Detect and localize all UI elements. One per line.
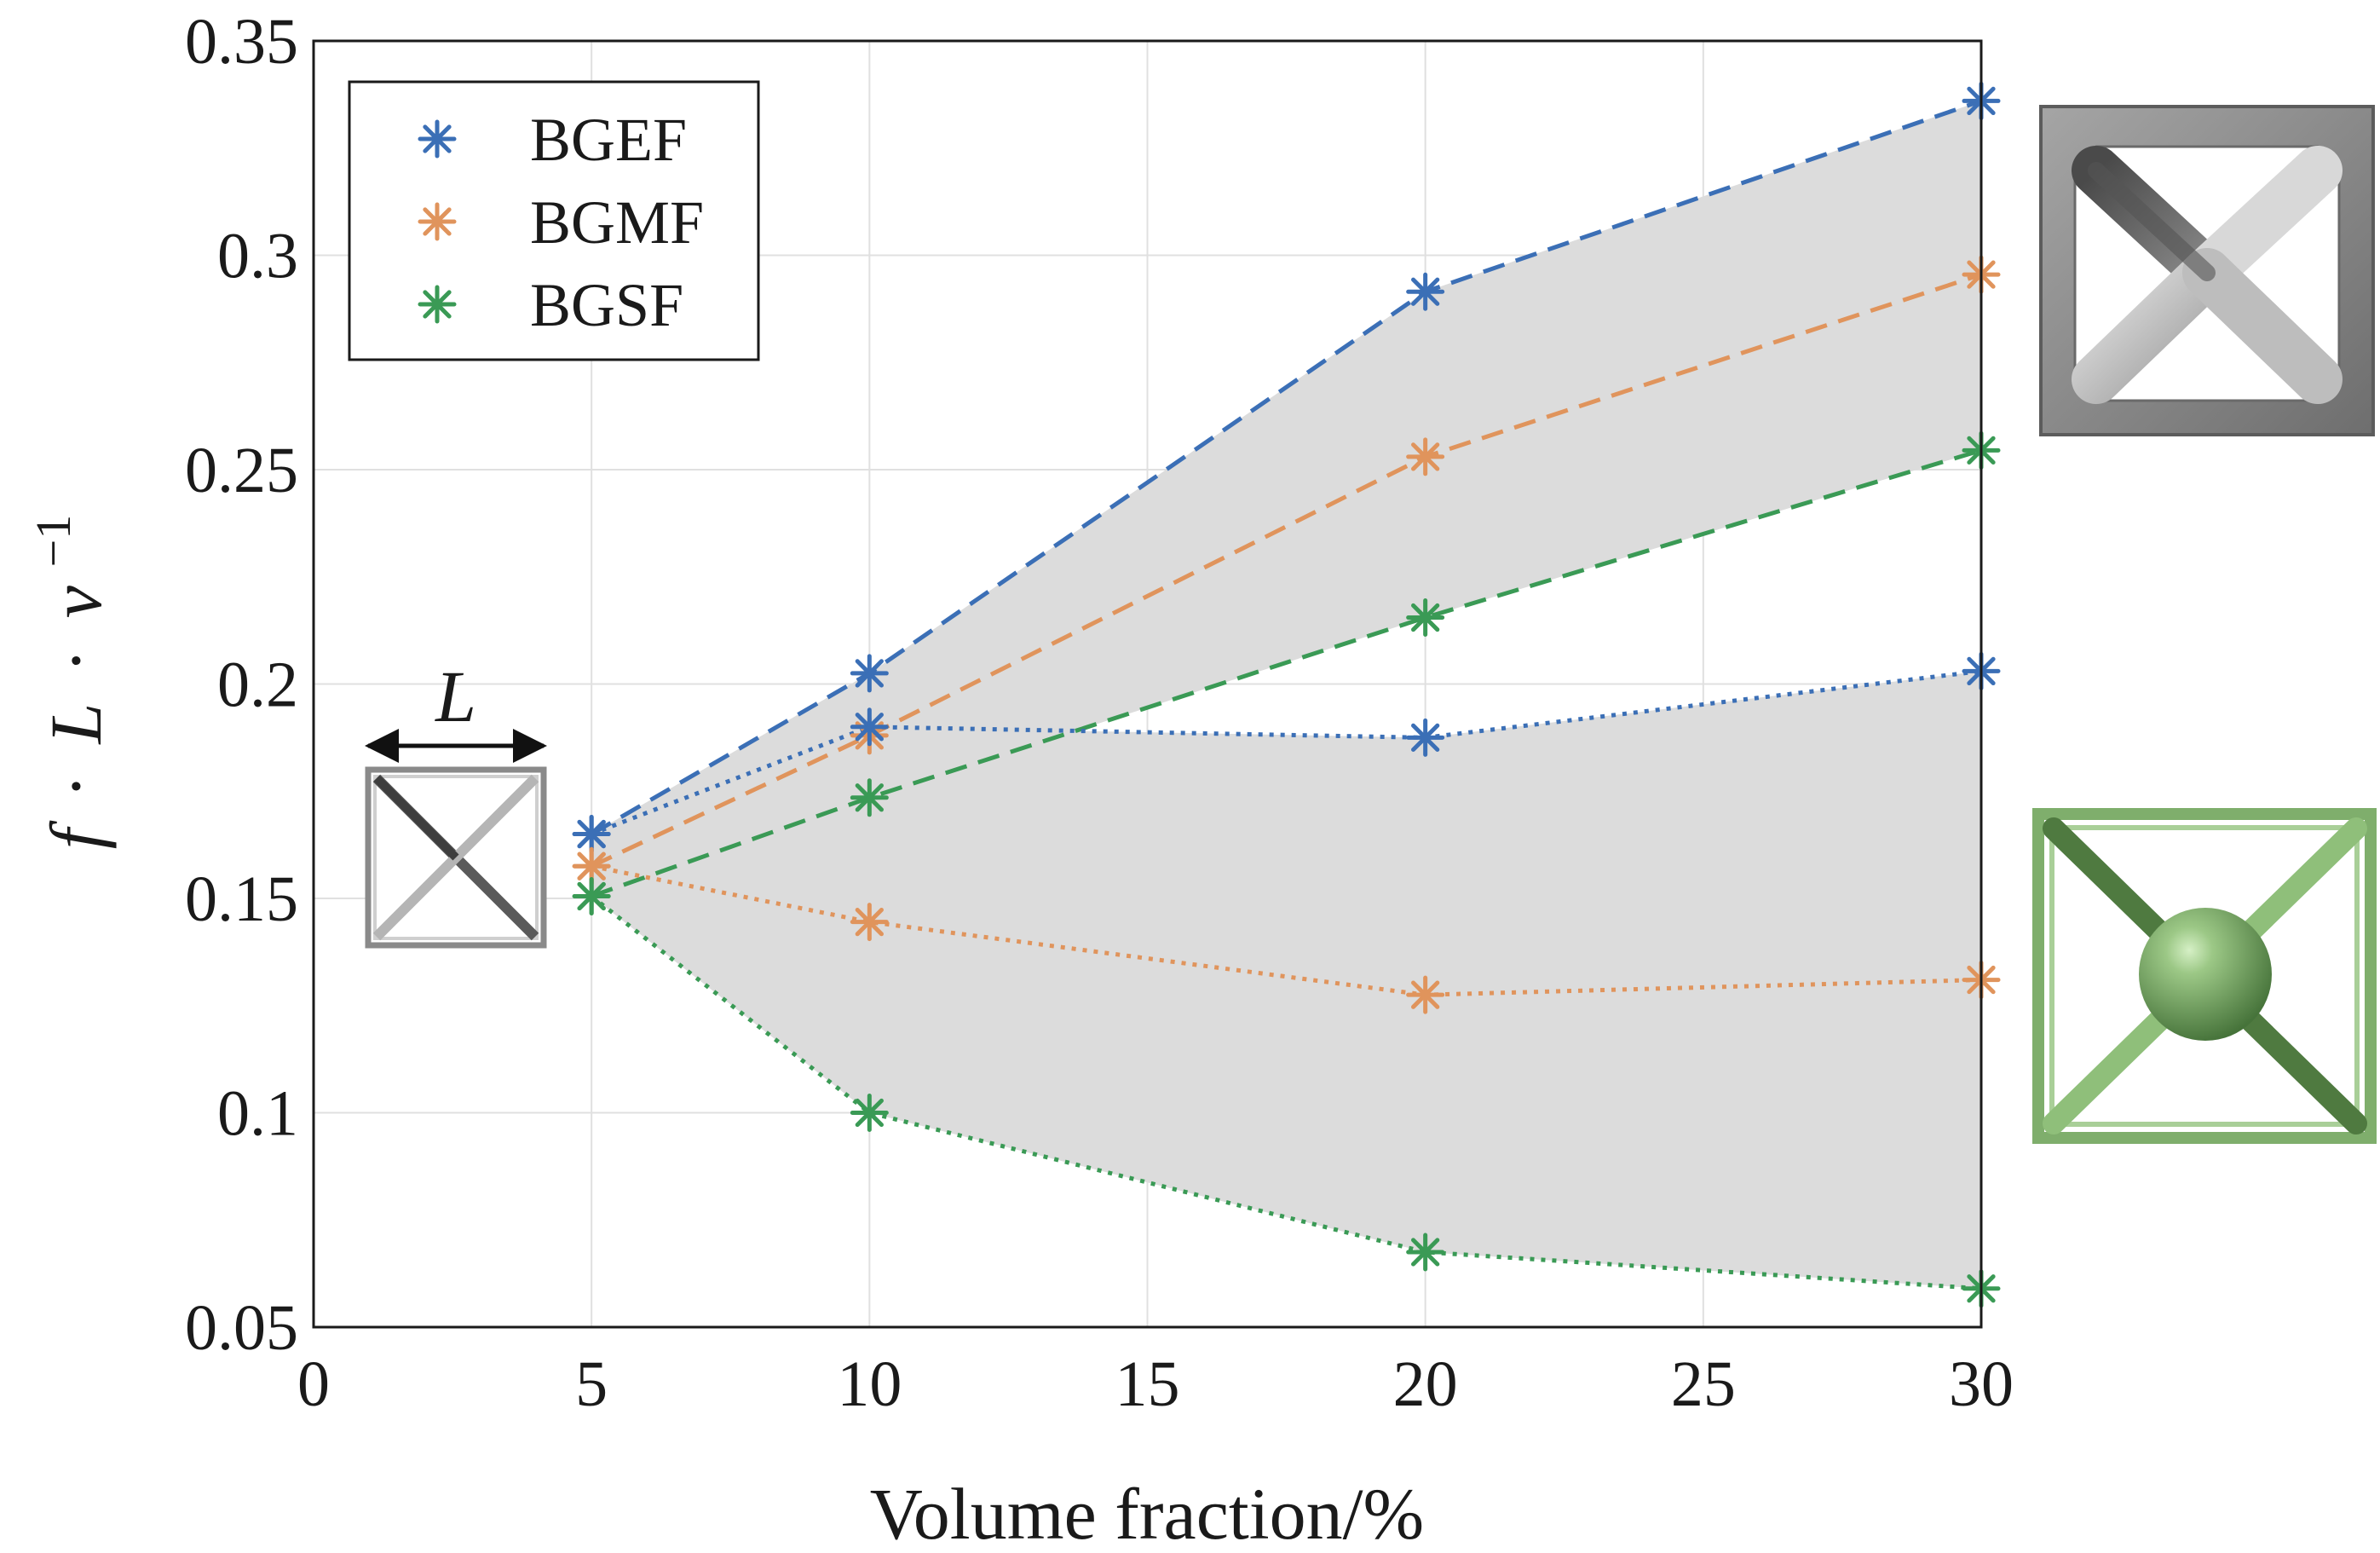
series-lines: [590, 99, 1982, 1291]
data-point-bgsf: [1406, 1233, 1445, 1272]
x-tick-label: 10: [837, 1348, 902, 1420]
gray-bcc-lattice-render: [2039, 105, 2375, 436]
y-tick-label: 0.05: [185, 1292, 298, 1364]
shaded-band: [591, 671, 1981, 1289]
x-tick-label: 0: [297, 1348, 330, 1420]
y-tick-label: 0.2: [217, 649, 298, 721]
y-tick-labels: 0.05 0.1 0.15 0.2 0.25 0.3 0.35: [185, 6, 298, 1364]
data-point-bgsf: [572, 876, 611, 915]
series-line-bgmf-dashed: [591, 272, 1982, 869]
data-point-bgmf: [1406, 437, 1445, 476]
y-tick-label: 0.25: [185, 435, 298, 506]
x-tick-label: 25: [1671, 1348, 1736, 1420]
shaded-bands: [591, 101, 1981, 1289]
series-line-bgsf-dashed: [591, 447, 1982, 898]
x-tick-label: 5: [575, 1348, 608, 1420]
data-point-bgmf: [850, 903, 889, 942]
y-axis-title: f · L · v −1: [26, 515, 117, 849]
data-point-bgsf: [850, 778, 889, 817]
y-axis-title-dot2: ·: [35, 649, 117, 673]
y-axis-title-v: v: [35, 585, 117, 618]
legend-label-bgef: BGEF: [530, 106, 687, 174]
y-tick-label: 0.35: [185, 6, 298, 78]
series-line-bgef-dotted: [591, 668, 1982, 836]
bcc-lattice-cell-icon: L: [365, 655, 547, 949]
legend: BGEF BGMF BGSF: [348, 80, 760, 361]
series-markers: [572, 81, 2001, 1308]
legend-label-bgmf: BGMF: [530, 188, 704, 257]
legend-label-bgsf: BGSF: [530, 271, 683, 339]
legend-marker-bgmf: [418, 202, 457, 241]
plot-frame: [312, 39, 1983, 1329]
series-line-bgef-dashed: [590, 99, 1982, 836]
data-point-bgef: [572, 815, 611, 854]
data-point-bgsf: [1406, 598, 1445, 638]
legend-marker-bgef: [418, 119, 457, 159]
y-tick-label: 0.3: [217, 221, 298, 292]
data-point-bgmf: [1406, 975, 1445, 1014]
legend-box: [348, 80, 760, 361]
data-point-bgef: [1406, 718, 1445, 757]
x-tick-labels: 0 5 10 15 20 25 30: [297, 1348, 2014, 1420]
x-tick-label: 20: [1393, 1348, 1458, 1420]
data-point-bgsf: [850, 1094, 889, 1132]
y-tick-label: 0.1: [217, 1078, 298, 1150]
legend-marker-bgsf: [418, 285, 457, 324]
x-tick-label: 15: [1115, 1348, 1180, 1420]
y-axis-title-exponent: −1: [26, 515, 81, 568]
y-axis-title-f: f: [35, 820, 117, 849]
x-axis-title: Volume fraction/%: [870, 1473, 1424, 1553]
data-point-bgef: [1406, 272, 1445, 311]
green-sphere-node-lattice-render: [2032, 808, 2377, 1144]
y-tick-label: 0.15: [185, 863, 298, 935]
dimension-label: L: [434, 655, 476, 737]
data-point-bgef: [850, 707, 889, 747]
y-axis-title-dot1: ·: [35, 774, 117, 799]
x-tick-label: 30: [1949, 1348, 2014, 1420]
shaded-band: [591, 101, 1981, 897]
data-point-bgmf: [572, 846, 611, 886]
y-axis-title-L: L: [35, 703, 117, 746]
series-line-bgmf-dotted: [591, 863, 1982, 997]
data-point-bgef: [850, 654, 889, 693]
